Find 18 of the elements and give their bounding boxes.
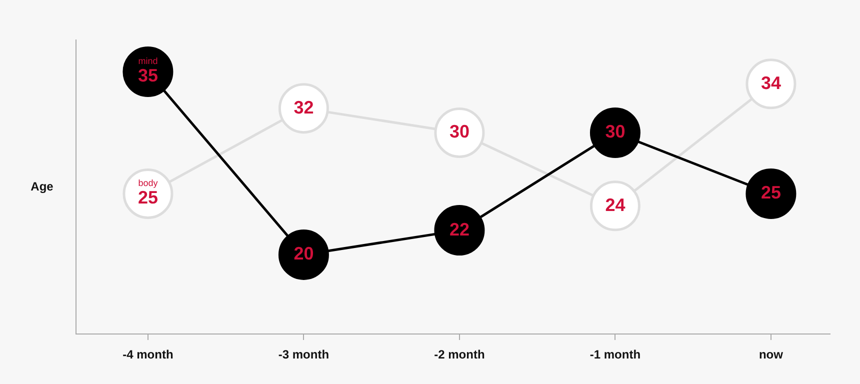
y-axis-title: Age xyxy=(30,179,54,194)
x-tick-label: -3 month xyxy=(278,348,330,362)
data-label: 25 xyxy=(138,188,158,208)
data-label: 25 xyxy=(760,182,781,203)
data-label: 22 xyxy=(449,219,470,240)
data-label: 30 xyxy=(449,122,470,142)
x-tick-label: now xyxy=(758,348,784,362)
data-label: 30 xyxy=(605,122,626,142)
series-label: mind xyxy=(138,56,158,66)
x-tick-label: -4 month xyxy=(122,348,174,362)
data-label: 32 xyxy=(294,97,314,118)
data-label: 35 xyxy=(138,66,158,86)
x-tick-label: -1 month xyxy=(590,348,641,362)
data-label: 24 xyxy=(605,194,626,215)
series-label: body xyxy=(138,178,158,188)
data-label: 34 xyxy=(760,72,781,93)
x-tick-label: -2 month xyxy=(434,348,485,362)
data-label: 20 xyxy=(294,244,314,264)
